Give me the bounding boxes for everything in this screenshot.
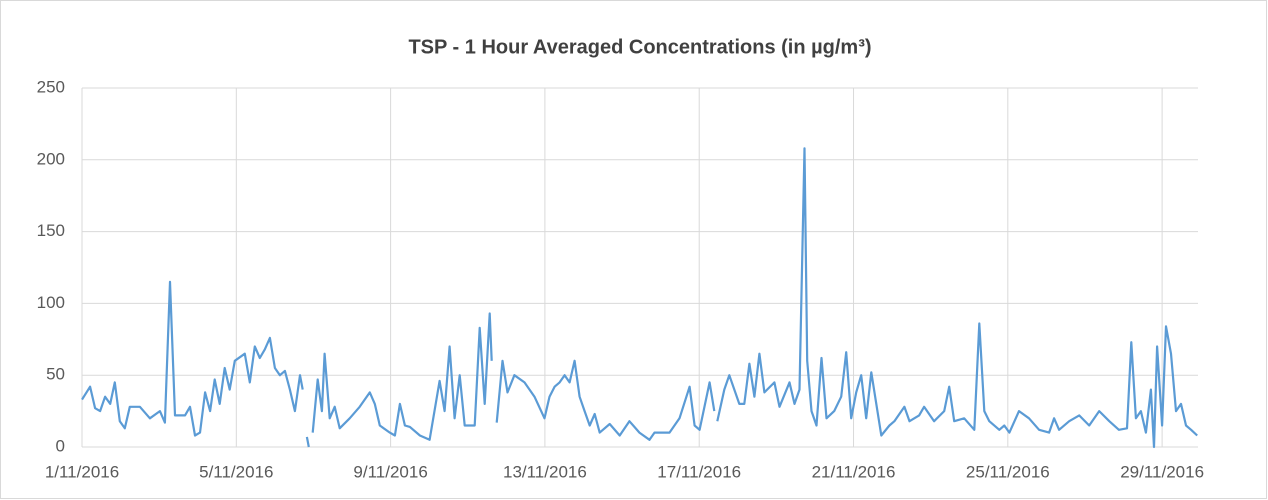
data-line xyxy=(81,147,1198,449)
y-tick-label: 150 xyxy=(37,221,65,240)
x-tick-label: 1/11/2016 xyxy=(45,462,119,481)
y-tick-label: 0 xyxy=(56,436,65,455)
x-tick-label: 13/11/2016 xyxy=(503,462,587,481)
x-tick-label: 5/11/2016 xyxy=(199,462,273,481)
x-tick-label: 25/11/2016 xyxy=(966,462,1050,481)
y-tick-label: 250 xyxy=(37,77,65,96)
y-tick-label: 200 xyxy=(37,149,65,168)
x-tick-label: 29/11/2016 xyxy=(1120,462,1204,481)
y-tick-label: 100 xyxy=(37,293,65,312)
chart-title: TSP - 1 Hour Averaged Concentrations (in… xyxy=(408,36,871,58)
x-tick-label: 21/11/2016 xyxy=(812,462,896,481)
x-tick-label: 17/11/2016 xyxy=(657,462,741,481)
y-tick-label: 50 xyxy=(46,365,65,384)
x-tick-label: 9/11/2016 xyxy=(353,462,427,481)
